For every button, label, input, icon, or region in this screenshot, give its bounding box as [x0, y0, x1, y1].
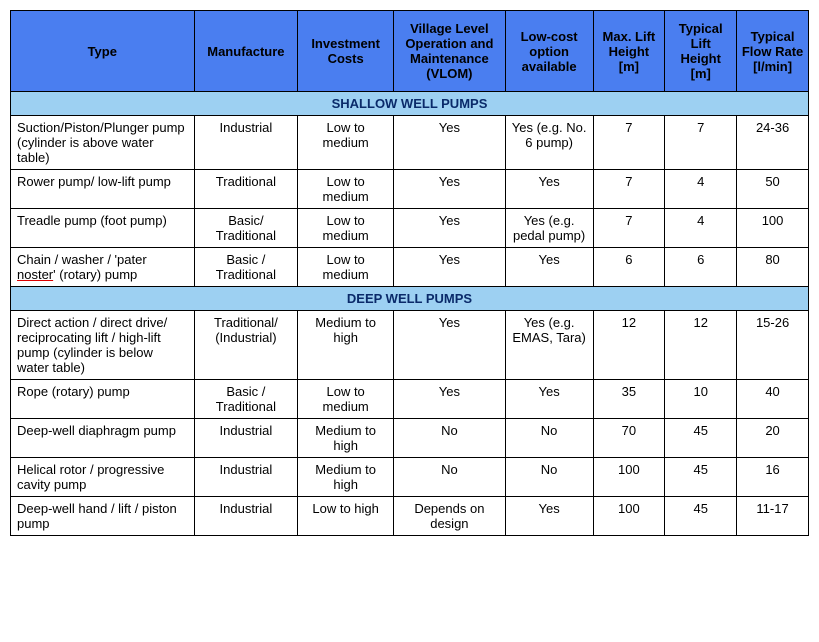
- cell-typlift: 10: [665, 380, 737, 419]
- col-maxlift: Max. Lift Height [m]: [593, 11, 665, 92]
- cell-type: Rope (rotary) pump: [11, 380, 195, 419]
- table-header: Type Manufacture Investment Costs Villag…: [11, 11, 809, 92]
- cell-maxlift: 100: [593, 458, 665, 497]
- cell-manufacture: Industrial: [194, 458, 298, 497]
- table-row: Helical rotor / progressive cavity pumpI…: [11, 458, 809, 497]
- cell-lowcost: Yes: [505, 380, 593, 419]
- table-row: Suction/Piston/Plunger pump (cylinder is…: [11, 116, 809, 170]
- cell-manufacture: Traditional: [194, 170, 298, 209]
- cell-type: Chain / washer / 'pater noster' (rotary)…: [11, 248, 195, 287]
- cell-lowcost: Yes: [505, 248, 593, 287]
- cell-maxlift: 7: [593, 116, 665, 170]
- cell-investment: Low to medium: [298, 170, 394, 209]
- cell-investment: Low to medium: [298, 209, 394, 248]
- cell-typlift: 45: [665, 497, 737, 536]
- cell-flow: 16: [737, 458, 809, 497]
- cell-flow: 24-36: [737, 116, 809, 170]
- cell-maxlift: 6: [593, 248, 665, 287]
- cell-vlom: Yes: [394, 380, 506, 419]
- col-manufacture: Manufacture: [194, 11, 298, 92]
- cell-lowcost: Yes: [505, 170, 593, 209]
- section-header: SHALLOW WELL PUMPS: [11, 92, 809, 116]
- cell-maxlift: 12: [593, 311, 665, 380]
- col-typlift: Typical Lift Height [m]: [665, 11, 737, 92]
- table-row: Rope (rotary) pumpBasic / TraditionalLow…: [11, 380, 809, 419]
- cell-investment: Low to medium: [298, 380, 394, 419]
- col-lowcost: Low-cost option available: [505, 11, 593, 92]
- cell-vlom: Yes: [394, 170, 506, 209]
- table-row: Treadle pump (foot pump)Basic/ Tradition…: [11, 209, 809, 248]
- cell-typlift: 4: [665, 170, 737, 209]
- cell-vlom: Yes: [394, 116, 506, 170]
- cell-lowcost: Yes (e.g. EMAS, Tara): [505, 311, 593, 380]
- cell-vlom: Yes: [394, 248, 506, 287]
- table-row: Chain / washer / 'pater noster' (rotary)…: [11, 248, 809, 287]
- table-row: Direct action / direct drive/ reciprocat…: [11, 311, 809, 380]
- cell-type: Suction/Piston/Plunger pump (cylinder is…: [11, 116, 195, 170]
- cell-flow: 20: [737, 419, 809, 458]
- cell-manufacture: Basic/ Traditional: [194, 209, 298, 248]
- cell-type: Treadle pump (foot pump): [11, 209, 195, 248]
- cell-vlom: No: [394, 419, 506, 458]
- cell-vlom: Depends on design: [394, 497, 506, 536]
- cell-type: Direct action / direct drive/ reciprocat…: [11, 311, 195, 380]
- cell-maxlift: 7: [593, 170, 665, 209]
- cell-type: Helical rotor / progressive cavity pump: [11, 458, 195, 497]
- cell-maxlift: 7: [593, 209, 665, 248]
- cell-vlom: Yes: [394, 209, 506, 248]
- cell-investment: Medium to high: [298, 419, 394, 458]
- cell-maxlift: 70: [593, 419, 665, 458]
- col-vlom: Village Level Operation and Maintenance …: [394, 11, 506, 92]
- cell-maxlift: 100: [593, 497, 665, 536]
- cell-maxlift: 35: [593, 380, 665, 419]
- cell-type: Deep-well hand / lift / piston pump: [11, 497, 195, 536]
- section-header: DEEP WELL PUMPS: [11, 287, 809, 311]
- table-row: Rower pump/ low-lift pumpTraditionalLow …: [11, 170, 809, 209]
- cell-typlift: 12: [665, 311, 737, 380]
- cell-type: Rower pump/ low-lift pump: [11, 170, 195, 209]
- cell-typlift: 7: [665, 116, 737, 170]
- col-type: Type: [11, 11, 195, 92]
- cell-investment: Low to medium: [298, 248, 394, 287]
- cell-type: Deep-well diaphragm pump: [11, 419, 195, 458]
- cell-flow: 100: [737, 209, 809, 248]
- section-title: SHALLOW WELL PUMPS: [11, 92, 809, 116]
- section-title: DEEP WELL PUMPS: [11, 287, 809, 311]
- table-body: SHALLOW WELL PUMPSSuction/Piston/Plunger…: [11, 92, 809, 536]
- pump-comparison-table: Type Manufacture Investment Costs Villag…: [10, 10, 809, 536]
- cell-typlift: 4: [665, 209, 737, 248]
- cell-typlift: 45: [665, 458, 737, 497]
- cell-manufacture: Industrial: [194, 419, 298, 458]
- cell-manufacture: Basic / Traditional: [194, 380, 298, 419]
- cell-flow: 50: [737, 170, 809, 209]
- cell-flow: 40: [737, 380, 809, 419]
- cell-lowcost: Yes (e.g. pedal pump): [505, 209, 593, 248]
- cell-typlift: 6: [665, 248, 737, 287]
- cell-investment: Medium to high: [298, 458, 394, 497]
- cell-manufacture: Traditional/ (Industrial): [194, 311, 298, 380]
- cell-lowcost: No: [505, 458, 593, 497]
- cell-manufacture: Industrial: [194, 116, 298, 170]
- table-row: Deep-well hand / lift / piston pumpIndus…: [11, 497, 809, 536]
- cell-flow: 15-26: [737, 311, 809, 380]
- cell-lowcost: Yes: [505, 497, 593, 536]
- cell-investment: Low to medium: [298, 116, 394, 170]
- cell-vlom: Yes: [394, 311, 506, 380]
- cell-manufacture: Basic / Traditional: [194, 248, 298, 287]
- cell-typlift: 45: [665, 419, 737, 458]
- cell-flow: 11-17: [737, 497, 809, 536]
- cell-lowcost: Yes (e.g. No. 6 pump): [505, 116, 593, 170]
- cell-manufacture: Industrial: [194, 497, 298, 536]
- col-investment: Investment Costs: [298, 11, 394, 92]
- col-flow: Typical Flow Rate [l/min]: [737, 11, 809, 92]
- cell-vlom: No: [394, 458, 506, 497]
- cell-lowcost: No: [505, 419, 593, 458]
- cell-investment: Medium to high: [298, 311, 394, 380]
- table-row: Deep-well diaphragm pumpIndustrialMedium…: [11, 419, 809, 458]
- cell-investment: Low to high: [298, 497, 394, 536]
- cell-flow: 80: [737, 248, 809, 287]
